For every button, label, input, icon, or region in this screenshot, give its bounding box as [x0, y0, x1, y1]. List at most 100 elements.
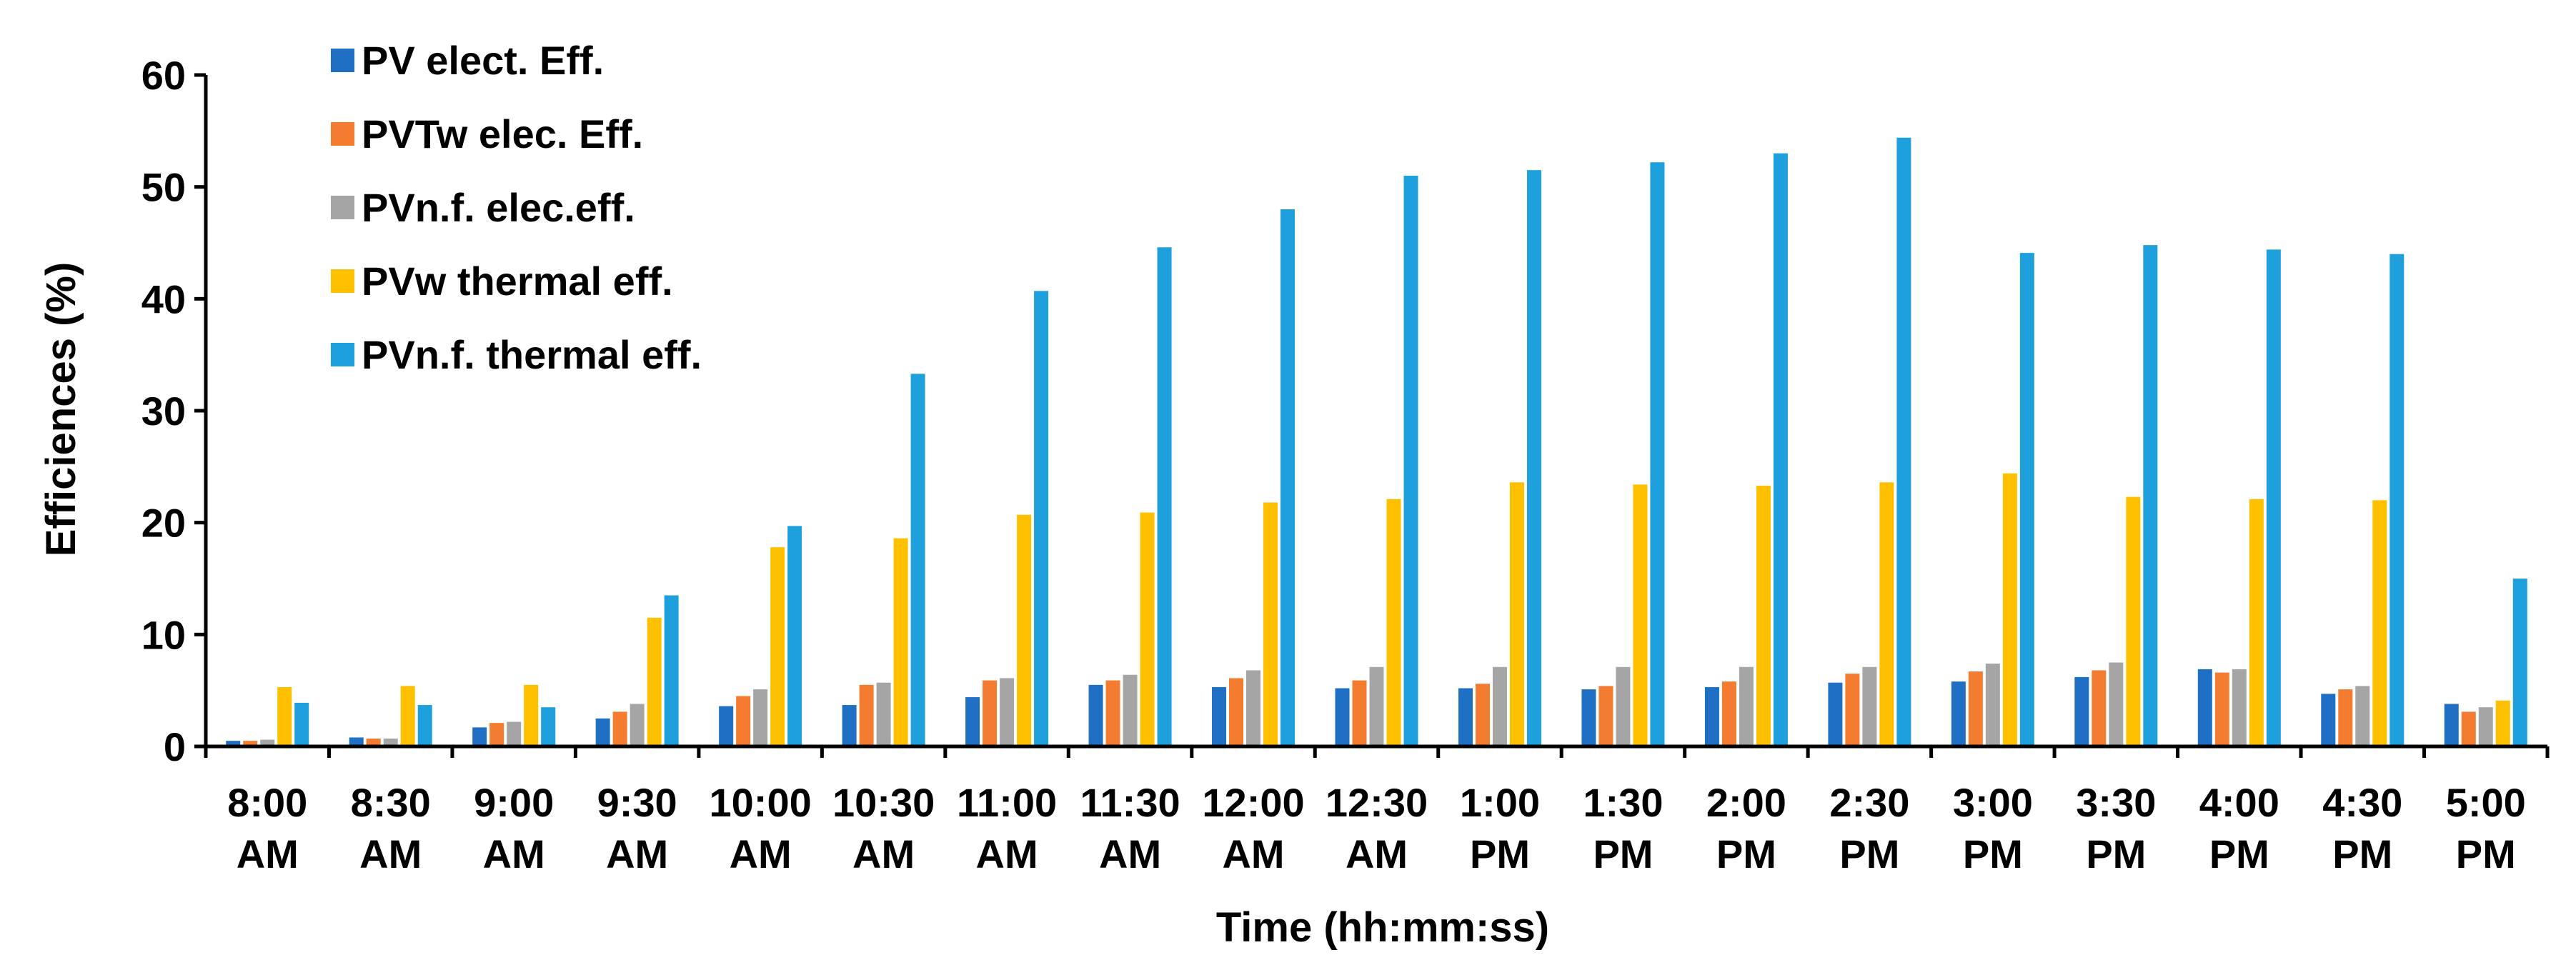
bar: [2461, 711, 2476, 746]
x-tick-label: 10:00 AM: [710, 780, 812, 876]
bar: [1828, 682, 1843, 746]
bar: [1616, 666, 1631, 746]
bar: [1123, 674, 1138, 746]
bar: [1034, 291, 1049, 746]
bar: [226, 741, 241, 746]
bar: [524, 684, 539, 746]
x-tick-label: 12:00 AM: [1202, 780, 1304, 876]
legend-swatch: [331, 343, 354, 366]
bar: [2232, 669, 2247, 746]
bar: [2266, 249, 2281, 746]
bar: [1650, 162, 1665, 746]
bar: [893, 538, 908, 746]
x-tick-label: 3:30 PM: [2076, 780, 2156, 876]
bar: [2092, 670, 2107, 746]
bar: [1845, 674, 1860, 746]
bar: [2478, 707, 2493, 746]
bar: [647, 617, 662, 746]
x-tick-label: 5:00 PM: [2446, 780, 2526, 876]
bar: [1581, 689, 1596, 746]
bar: [2444, 704, 2459, 746]
x-tick-label: 2:30 PM: [1829, 780, 1909, 876]
bar: [2019, 253, 2034, 747]
bar: [664, 595, 679, 746]
bar: [1157, 247, 1172, 746]
bar: [2109, 662, 2124, 746]
x-tick-label: 8:00 AM: [227, 780, 307, 876]
bar: [2338, 689, 2353, 746]
bar: [1756, 485, 1771, 746]
bar: [400, 686, 415, 746]
x-tick-label: 1:00 PM: [1460, 780, 1540, 876]
x-axis-label: Time (hh:mm:ss): [1216, 904, 1549, 951]
bar: [277, 686, 292, 746]
bar: [842, 705, 857, 746]
bar: [719, 706, 734, 746]
bar: [1951, 681, 1966, 746]
bar: [1403, 176, 1418, 746]
bar: [243, 741, 258, 746]
x-tick-label: 1:30 PM: [1583, 780, 1663, 876]
bar: [1492, 666, 1507, 746]
legend-label: PV elect. Eff.: [362, 38, 604, 83]
bar: [541, 707, 556, 746]
bar: [1212, 686, 1227, 746]
x-tick-label: 4:00 PM: [2199, 780, 2279, 876]
bar: [1704, 686, 1719, 746]
bar: [260, 739, 275, 746]
bar: [1598, 686, 1613, 746]
bar: [383, 739, 398, 746]
legend-swatch: [331, 122, 354, 146]
bar: [2126, 496, 2141, 746]
bar: [1526, 170, 1541, 746]
bar: [1229, 678, 1244, 746]
legend: PV elect. Eff. PVTw elec. Eff. PVn.f. elec…: [331, 38, 702, 377]
bar: [2512, 579, 2527, 746]
bar: [736, 696, 751, 746]
bar: [417, 705, 432, 746]
bar: [983, 680, 998, 746]
bar: [2495, 700, 2510, 746]
bar: [2143, 245, 2158, 747]
bar: [1879, 482, 1894, 746]
bar: [1475, 684, 1490, 746]
bar: [1140, 512, 1155, 746]
legend-label: PVTw elec. Eff.: [362, 111, 643, 156]
bar: [1773, 153, 1788, 746]
bar: [910, 374, 925, 746]
bar: [1739, 666, 1754, 746]
bar: [2355, 686, 2370, 746]
legend-label: PVn.f. thermal eff.: [362, 332, 702, 377]
bar: [1352, 680, 1367, 746]
y-tick-label: 0: [164, 724, 186, 769]
x-tick-label: 11:00 AM: [957, 780, 1057, 876]
bar: [859, 684, 874, 746]
bar: [787, 526, 802, 746]
legend-swatch: [331, 269, 354, 293]
bar: [507, 721, 522, 746]
bar: [1721, 681, 1736, 746]
y-axis-label: Efficiences (%): [38, 262, 84, 557]
bar: [1335, 688, 1350, 746]
bar: [595, 718, 610, 746]
bar: [753, 689, 768, 746]
y-tick-label: 50: [141, 165, 186, 210]
x-tick-label: 10:30 AM: [832, 780, 935, 876]
bar: [770, 547, 785, 746]
bar: [1280, 209, 1296, 746]
bar: [2074, 676, 2089, 746]
x-tick-label: 3:00 PM: [1953, 780, 2033, 876]
y-tick-label: 40: [141, 276, 186, 321]
x-tick-label: 4:30 PM: [2322, 780, 2402, 876]
bar: [876, 682, 891, 746]
x-tick-label: 11:30 AM: [1080, 780, 1180, 876]
x-tick-label: 9:00 AM: [474, 780, 554, 876]
bar: [1896, 137, 1911, 746]
bar: [1458, 688, 1473, 746]
bar: [630, 704, 645, 746]
y-tick-label: 30: [141, 389, 186, 434]
y-tick-label: 10: [141, 612, 186, 657]
x-tick-label: 8:30 AM: [351, 780, 431, 876]
